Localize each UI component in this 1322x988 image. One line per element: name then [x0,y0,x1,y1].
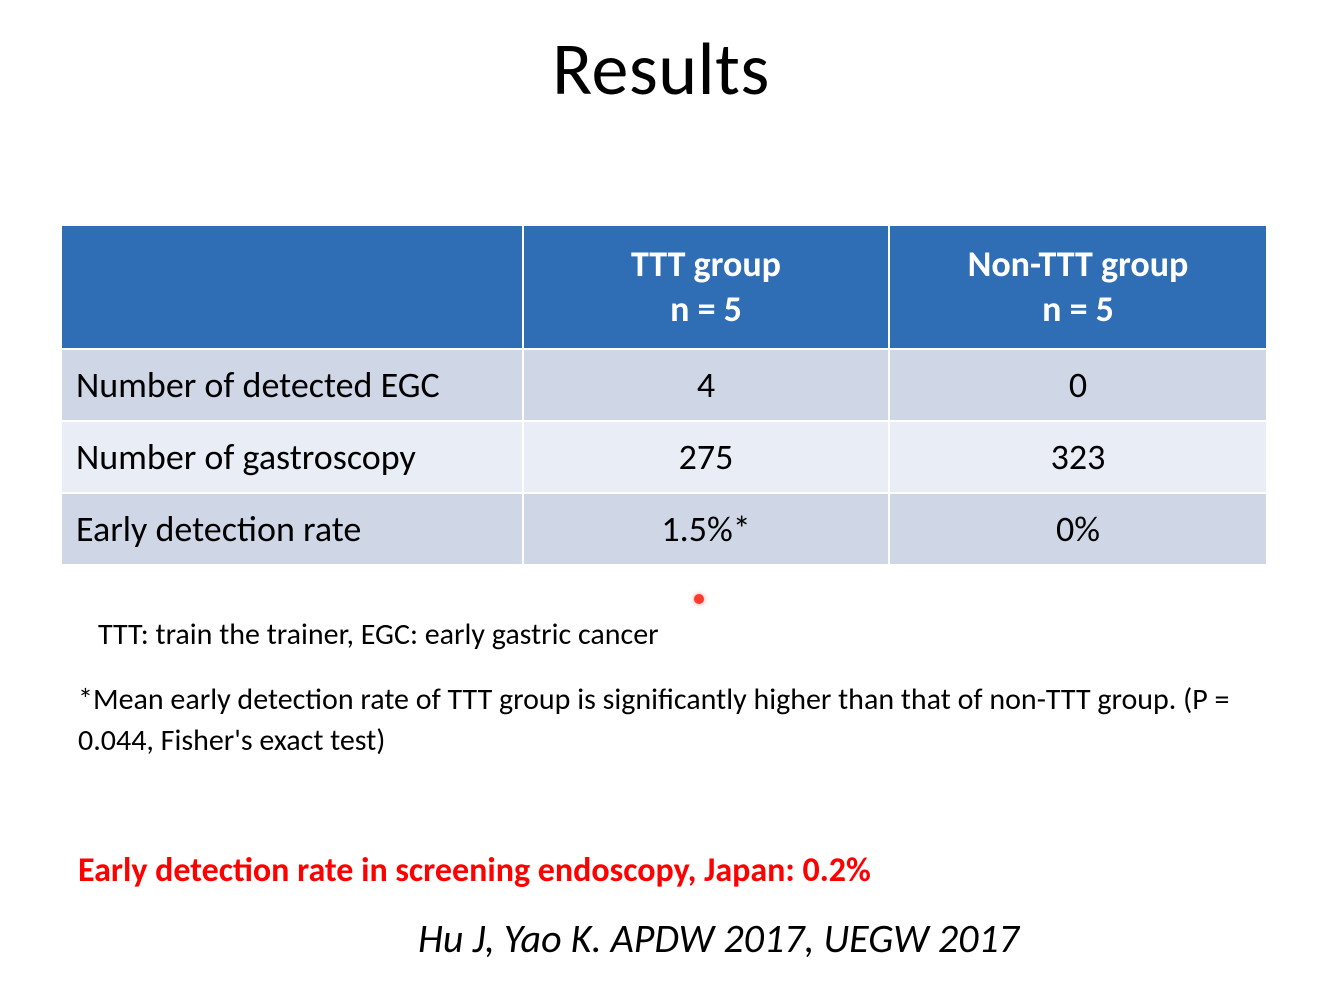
footnote-statistics: *Mean early detection rate of TTT group … [78,680,1248,761]
table-header-ttt: TTT group n = 5 [523,225,889,349]
table-header-row: TTT group n = 5 Non-TTT group n = 5 [61,225,1267,349]
row-label: Early detection rate [61,493,523,565]
row-nonttt: 323 [889,421,1267,493]
header-nonttt-line1: Non-TTT group [904,242,1252,287]
row-ttt: 1.5%* [523,493,889,565]
slide-title: Results [0,0,1322,114]
results-table: TTT group n = 5 Non-TTT group n = 5 Numb… [60,224,1268,566]
slide-results: Results TTT group n = 5 Non-TTT group n … [0,0,1322,988]
header-ttt-line1: TTT group [538,242,874,287]
citation-text: Hu J, Yao K. APDW 2017, UEGW 2017 [418,914,1019,963]
results-table-container: TTT group n = 5 Non-TTT group n = 5 Numb… [60,224,1266,566]
header-nonttt-line2: n = 5 [904,287,1252,332]
row-ttt: 4 [523,349,889,421]
footnote-abbreviations: TTT: train the trainer, EGC: early gastr… [98,616,659,653]
table-row: Early detection rate 1.5%* 0% [61,493,1267,565]
row-label: Number of gastroscopy [61,421,523,493]
row-ttt: 275 [523,421,889,493]
row-nonttt: 0 [889,349,1267,421]
highlight-comparison-text: Early detection rate in screening endosc… [78,850,871,891]
table-row: Number of detected EGC 4 0 [61,349,1267,421]
table-header-blank [61,225,523,349]
row-label: Number of detected EGC [61,349,523,421]
table-header-nonttt: Non-TTT group n = 5 [889,225,1267,349]
row-nonttt: 0% [889,493,1267,565]
header-ttt-line2: n = 5 [538,287,874,332]
laser-pointer-icon [694,594,704,604]
table-row: Number of gastroscopy 275 323 [61,421,1267,493]
